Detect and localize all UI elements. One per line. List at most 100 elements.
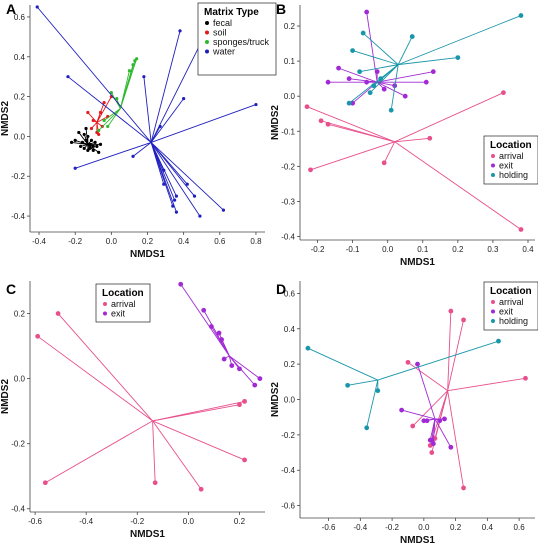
data-point <box>318 118 324 124</box>
x-tick-label: 0.0 <box>418 523 430 532</box>
data-point <box>308 167 313 173</box>
spoke-line <box>369 64 399 94</box>
series-arrival <box>35 311 247 492</box>
legend-title: Location <box>490 140 532 151</box>
spoke-line <box>150 142 177 213</box>
series-holding <box>305 338 501 431</box>
data-point <box>388 107 394 113</box>
data-point <box>73 166 77 170</box>
data-point <box>102 118 106 123</box>
y-tick-label: 0.6 <box>14 13 26 22</box>
data-point <box>399 407 405 413</box>
panel-c: -0.6 -0.4 -0.2 0.0 0.20.20.0-0.2-0.4NMDS1NMD… <box>0 281 265 540</box>
data-point <box>97 128 101 133</box>
data-point <box>496 338 501 344</box>
data-point <box>360 30 366 36</box>
data-point <box>346 100 352 106</box>
panel-label: A <box>6 1 16 17</box>
x-tick-label: -0.4 <box>32 237 46 246</box>
data-point <box>448 308 454 314</box>
spoke-line <box>366 379 379 428</box>
y-axis-title: NMDS2 <box>270 105 281 140</box>
spoke-line <box>150 142 165 171</box>
y-tick-label: 0.2 <box>14 310 26 319</box>
spoke-line <box>45 420 153 484</box>
legend-item-label: holding <box>499 170 528 180</box>
panel-a: -0.4 -0.2 0.0 0.2 0.4 0.6 0.8 0.6 0.4 0.2 0.0 -0.2 -… <box>0 1 277 260</box>
data-point <box>174 210 179 214</box>
data-point <box>346 76 352 82</box>
spoke-line <box>383 141 396 164</box>
data-point <box>423 79 429 85</box>
data-point <box>448 444 454 450</box>
spoke-line <box>398 15 522 66</box>
data-point <box>178 29 182 33</box>
data-point <box>88 146 92 150</box>
spoke-line <box>150 142 195 197</box>
x-tick-label: 0.2 <box>234 517 246 526</box>
x-tick-label: 0.2 <box>142 237 154 246</box>
y-tick-label: 0.0 <box>284 92 296 101</box>
data-point <box>97 150 101 154</box>
data-point <box>79 144 83 148</box>
x-tick-label: -0.2 <box>130 517 144 526</box>
legend-item-label: sponges/truck <box>213 37 270 47</box>
y-tick-label: -0.2 <box>11 440 25 449</box>
spoke-line <box>376 81 406 97</box>
spoke-line <box>103 108 121 121</box>
y-tick-label: 0.6 <box>284 289 296 298</box>
data-point <box>98 142 103 146</box>
x-tick-label: 0.4 <box>482 523 494 532</box>
data-point <box>55 311 61 316</box>
spoke-line <box>228 355 261 379</box>
data-point <box>173 198 177 202</box>
y-tick-label: 0.2 <box>14 93 26 102</box>
spoke-line <box>143 76 152 143</box>
y-tick-label: -0.2 <box>281 431 295 440</box>
x-tick-label: 0.1 <box>417 245 429 254</box>
data-point <box>304 104 310 110</box>
data-point <box>88 142 92 146</box>
spoke-line <box>150 104 257 143</box>
data-point <box>86 110 90 115</box>
x-tick-label: 0.2 <box>450 523 462 532</box>
spoke-line <box>390 64 399 111</box>
spoke-line <box>75 141 152 169</box>
x-tick-label: 0.4 <box>178 237 190 246</box>
y-tick-label: 0.0 <box>284 396 296 405</box>
y-tick-label: 0.0 <box>14 132 26 141</box>
spoke-line <box>180 284 230 357</box>
data-point <box>84 126 88 131</box>
data-point <box>429 437 435 443</box>
data-point <box>198 214 202 218</box>
data-point <box>518 227 524 232</box>
data-point <box>82 132 86 137</box>
spoke-line <box>150 126 161 143</box>
panel-d: -0.6 -0.4 -0.2 0.0 0.2 0.4 0.6 0.6 0.4 0.2 0.0 -0.2… <box>270 281 538 543</box>
data-point <box>350 100 356 106</box>
data-point <box>98 110 103 115</box>
data-point <box>35 333 41 339</box>
spoke-line <box>67 76 152 143</box>
x-tick-label: -0.6 <box>28 517 42 526</box>
x-axis-title: NMDS1 <box>400 535 435 543</box>
data-point <box>171 204 175 208</box>
x-tick-label: 0.0 <box>382 245 394 254</box>
spoke-line <box>96 96 112 123</box>
spoke-line <box>98 108 121 131</box>
spoke-line <box>221 339 230 357</box>
data-point <box>430 69 436 75</box>
data-point <box>115 96 119 101</box>
x-axis-title: NMDS1 <box>130 529 165 540</box>
data-point <box>501 90 506 96</box>
data-point <box>402 93 408 99</box>
x-tick-label: 0.6 <box>214 237 226 246</box>
series-sponges-truck <box>97 57 139 133</box>
spoke-line <box>71 141 88 145</box>
spoke-line <box>394 92 504 143</box>
spoke-line <box>412 390 448 427</box>
y-tick-label: -0.4 <box>11 505 25 514</box>
data-point <box>518 13 524 18</box>
